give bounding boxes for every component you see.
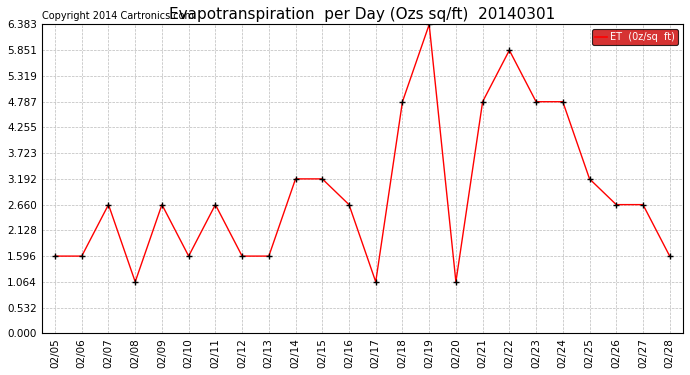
Title: Evapotranspiration  per Day (Ozs sq/ft)  20140301: Evapotranspiration per Day (Ozs sq/ft) 2… bbox=[169, 7, 555, 22]
Text: Copyright 2014 Cartronics.com: Copyright 2014 Cartronics.com bbox=[41, 11, 194, 21]
Legend: ET  (0z/sq  ft): ET (0z/sq ft) bbox=[592, 29, 678, 45]
